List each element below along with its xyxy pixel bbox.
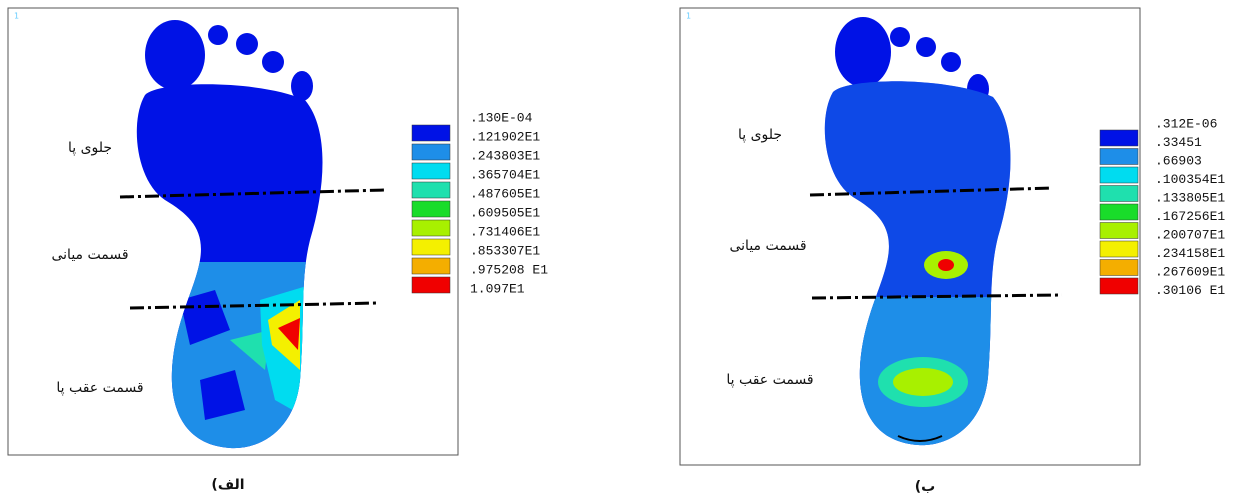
legend-swatch	[411, 143, 451, 161]
legend-label: .33451	[1155, 135, 1202, 150]
legend-swatch	[411, 276, 451, 294]
legend-label: .731406E1	[470, 224, 540, 239]
region-label: قسمت عقب پا	[726, 372, 813, 388]
legend-label: .130E-04	[470, 110, 533, 125]
foot-contour	[136, 20, 323, 449]
legend-label: .66903	[1155, 153, 1202, 168]
caption: ب)	[915, 479, 935, 495]
legend-swatch	[1099, 185, 1139, 202]
legend-swatch	[411, 181, 451, 199]
caption: الف)	[211, 477, 244, 493]
divider	[119, 188, 386, 199]
legend-label: .234158E1	[1155, 246, 1225, 261]
foot-outline	[897, 435, 943, 442]
foot-contour	[824, 17, 1011, 446]
legend-swatch	[1099, 277, 1139, 295]
legend-label: 1.097E1	[470, 281, 525, 296]
legend-swatch	[1099, 148, 1139, 165]
panel-frame	[7, 7, 459, 456]
divider	[809, 186, 1053, 197]
legend-label: .30106 E1	[1155, 283, 1225, 298]
legend-label: .312E-06	[1155, 116, 1217, 131]
corner-mark: 1	[686, 12, 691, 21]
legend-label: .975208 E1	[470, 262, 548, 277]
region-label: جلوی پا	[738, 127, 782, 143]
divider	[811, 293, 1063, 300]
legend-label: .100354E1	[1155, 172, 1225, 187]
legend-swatch	[1099, 240, 1139, 258]
divider	[129, 301, 379, 310]
region-label: قسمت میانی	[51, 247, 128, 263]
legend-swatch	[1099, 166, 1139, 184]
region-label: قسمت عقب پا	[56, 380, 143, 396]
legend-label: .167256E1	[1155, 209, 1225, 224]
legend-swatch	[411, 238, 451, 256]
legend-swatch	[411, 219, 451, 237]
legend-label: .609505E1	[470, 205, 540, 220]
legend-label: .243803E1	[470, 148, 540, 163]
region-label: قسمت میانی	[729, 238, 806, 254]
legend-swatch	[411, 200, 451, 218]
legend-swatch	[1099, 259, 1139, 276]
legend-label: .121902E1	[470, 129, 540, 144]
legend-swatch	[411, 162, 451, 180]
corner-mark: 1	[14, 12, 19, 21]
legend-swatch	[1099, 222, 1139, 239]
legend-label: .200707E1	[1155, 227, 1225, 242]
legend-swatch	[411, 124, 451, 142]
region-label: جلوی پا	[68, 140, 112, 156]
legend-label: .133805E1	[1155, 190, 1225, 205]
legend-label: .853307E1	[470, 243, 540, 258]
legend-swatch	[1099, 203, 1139, 221]
panel-frame	[679, 7, 1141, 466]
legend-swatch	[411, 257, 451, 275]
legend-label: .365704E1	[470, 167, 540, 182]
legend-swatch	[1099, 129, 1139, 147]
legend-label: .487605E1	[470, 186, 540, 201]
legend-label: .267609E1	[1155, 264, 1225, 279]
